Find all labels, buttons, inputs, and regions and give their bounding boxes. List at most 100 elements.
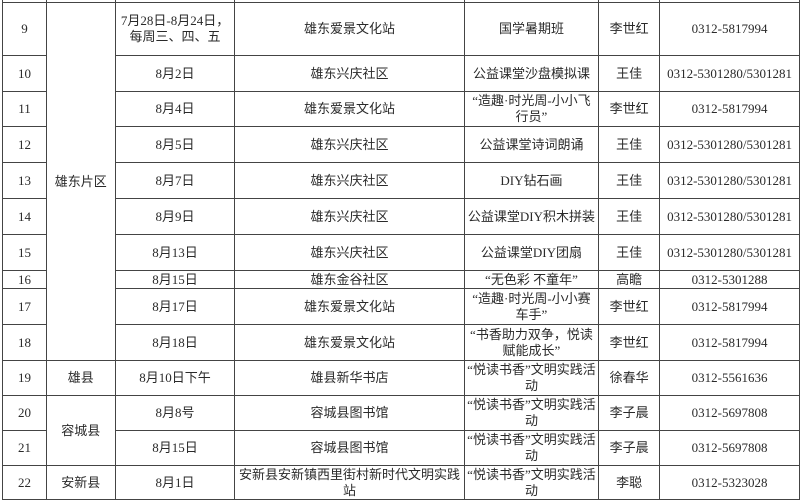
region-cell: 安新县 [45, 465, 116, 500]
venue-cell: 容城县图书馆 [234, 395, 465, 431]
row-number-cell: 11 [2, 91, 47, 127]
phone-cell: 0312-5561636 [659, 360, 800, 396]
row-number-cell: 16 [2, 270, 47, 289]
row-number-cell: 21 [2, 430, 47, 466]
table-row: 11 8月4日 雄东爱景文化站 “造趣·时光周-小小飞行员” 李世红 0312-58179… [2, 91, 800, 127]
venue-cell: 雄东兴庆社区 [234, 126, 465, 163]
contact-person-cell: 李世红 [598, 288, 661, 325]
phone-cell: 0312-5301280/5301281 [659, 198, 800, 235]
row-number-cell: 15 [2, 234, 47, 271]
row-number-cell: 13 [2, 162, 47, 199]
date-cell: 8月10日下午 [114, 360, 236, 396]
date-cell: 8月17日 [114, 288, 236, 325]
activity-cell: 公益课堂沙盘模拟课 [463, 55, 600, 92]
contact-person-cell: 李世红 [598, 2, 661, 56]
activity-cell: “造趣·时光周-小小飞行员” [463, 91, 600, 127]
table-row: 20 容城县 8月8号 容城县图书馆 “悦读书香”文明实践活动 李子晨 0312-56978… [2, 395, 800, 466]
venue-cell: 雄东爱景文化站 [234, 2, 465, 56]
table-row: 9 雄东片区 7月28日-8月24日，每周三、四、五 雄东爱景文化站 国学暑期班 李世红 0… [2, 2, 800, 361]
contact-person-cell: 王佳 [598, 234, 661, 271]
row-number-cell: 12 [2, 126, 47, 163]
activity-cell: 公益课堂诗词朗诵 [463, 126, 600, 163]
activity-cell: DIY钻石画 [463, 162, 600, 199]
table-row: 13 8月7日 雄东兴庆社区 DIY钻石画 王佳 0312-5301280/5301281 [2, 162, 800, 199]
venue-cell: 雄县新华书店 [234, 360, 465, 396]
phone-cell: 0312-5301288 [659, 270, 800, 289]
contact-person-cell: 徐春华 [598, 360, 661, 396]
activity-cell: 公益课堂DIY积木拼装 [463, 198, 600, 235]
table-row: 14 8月9日 雄东兴庆社区 公益课堂DIY积木拼装 王佳 0312-5301280/53… [2, 198, 800, 235]
table-row: 19 雄县 8月10日下午 雄县新华书店 “悦读书香”文明实践活动 徐春华 0312-556… [2, 360, 800, 396]
activity-cell: “悦读书香”文明实践活动 [463, 395, 600, 431]
region-cell: 容城县 [45, 395, 116, 466]
row-number-cell: 22 [2, 465, 47, 500]
date-cell: 8月1日 [114, 465, 236, 500]
date-cell: 8月15日 [114, 430, 236, 466]
row-number-cell: 20 [2, 395, 47, 431]
phone-cell: 0312-5817994 [659, 91, 800, 127]
table-row: 17 8月17日 雄东爱景文化站 “造趣·时光周-小小赛车手” 李世红 0312-5817… [2, 288, 800, 325]
date-cell: 7月28日-8月24日，每周三、四、五 [114, 2, 236, 56]
table-row: 22 安新县 8月1日 安新县安新镇西里街村新时代文明实践站 “悦读书香”文明实践活动李… [2, 465, 800, 500]
row-number-cell: 9 [2, 2, 47, 56]
phone-cell: 0312-5301280/5301281 [659, 126, 800, 163]
phone-cell: 0312-5301280/5301281 [659, 55, 800, 92]
region-cell: 雄东片区 [45, 2, 116, 361]
contact-person-cell: 王佳 [598, 198, 661, 235]
table-row: 21 8月15日 容城县图书馆 “悦读书香”文明实践活动 李子晨 0312-5697808 [2, 430, 800, 466]
row-number-cell: 17 [2, 288, 47, 325]
phone-cell: 0312-5301280/5301281 [659, 162, 800, 199]
contact-person-cell: 李子晨 [598, 430, 661, 466]
venue-cell: 雄东金谷社区 [234, 270, 465, 289]
date-cell: 8月13日 [114, 234, 236, 271]
table-row: 15 8月13日 雄东兴庆社区 公益课堂DIY团扇 王佳 0312-5301280/530… [2, 234, 800, 271]
date-cell: 8月4日 [114, 91, 236, 127]
activity-cell: “悦读书香”文明实践活动 [463, 360, 600, 396]
activity-cell: “悦读书香”文明实践活动 [463, 465, 600, 500]
venue-cell: 雄东兴庆社区 [234, 198, 465, 235]
date-cell: 8月9日 [114, 198, 236, 235]
activity-cell: 公益课堂DIY团扇 [463, 234, 600, 271]
contact-person-cell: 李世红 [598, 324, 661, 361]
contact-person-cell: 王佳 [598, 55, 661, 92]
table-row: 12 8月5日 雄东兴庆社区 公益课堂诗词朗诵 王佳 0312-5301280/53012… [2, 126, 800, 163]
activity-cell: 国学暑期班 [463, 2, 600, 56]
contact-person-cell: 李聪 [598, 465, 661, 500]
activity-cell: “书香助力双争，悦读赋能成长” [463, 324, 600, 361]
contact-person-cell: 王佳 [598, 126, 661, 163]
contact-person-cell: 王佳 [598, 162, 661, 199]
contact-person-cell: 李子晨 [598, 395, 661, 431]
date-cell: 8月15日 [114, 270, 236, 289]
date-cell: 8月8号 [114, 395, 236, 431]
phone-cell: 0312-5697808 [659, 395, 800, 431]
date-cell: 8月2日 [114, 55, 236, 92]
date-cell: 8月7日 [114, 162, 236, 199]
venue-cell: 容城县图书馆 [234, 430, 465, 466]
table-row: 10 8月2日 雄东兴庆社区 公益课堂沙盘模拟课 王佳 0312-5301280/5301… [2, 55, 800, 92]
activity-cell: “无色彩 不童年” [463, 270, 600, 289]
date-cell: 8月18日 [114, 324, 236, 361]
venue-cell: 雄东兴庆社区 [234, 234, 465, 271]
phone-cell: 0312-5817994 [659, 2, 800, 56]
phone-cell: 0312-5817994 [659, 288, 800, 325]
row-number-cell: 19 [2, 360, 47, 396]
table-row: 18 8月18日 雄东爱景文化站 “书香助力双争，悦读赋能成长” 李世红 0312-581… [2, 324, 800, 361]
venue-cell: 雄东爱景文化站 [234, 91, 465, 127]
contact-person-cell: 高瞻 [598, 270, 661, 289]
venue-cell: 雄东兴庆社区 [234, 162, 465, 199]
venue-cell: 雄东兴庆社区 [234, 55, 465, 92]
table-row: 16 8月15日 雄东金谷社区 “无色彩 不童年” 高瞻 0312-5301288 [2, 270, 800, 289]
date-cell: 8月5日 [114, 126, 236, 163]
phone-cell: 0312-5301280/5301281 [659, 234, 800, 271]
phone-cell: 0312-5817994 [659, 324, 800, 361]
region-cell: 雄县 [45, 360, 116, 396]
phone-cell: 0312-5323028 [659, 465, 800, 500]
row-number-cell: 18 [2, 324, 47, 361]
activity-cell: “悦读书香”文明实践活动 [463, 430, 600, 466]
row-number-cell: 10 [2, 55, 47, 92]
phone-cell: 0312-5697808 [659, 430, 800, 466]
row-number-cell: 14 [2, 198, 47, 235]
venue-cell: 雄东爱景文化站 [234, 324, 465, 361]
venue-cell: 雄东爱景文化站 [234, 288, 465, 325]
